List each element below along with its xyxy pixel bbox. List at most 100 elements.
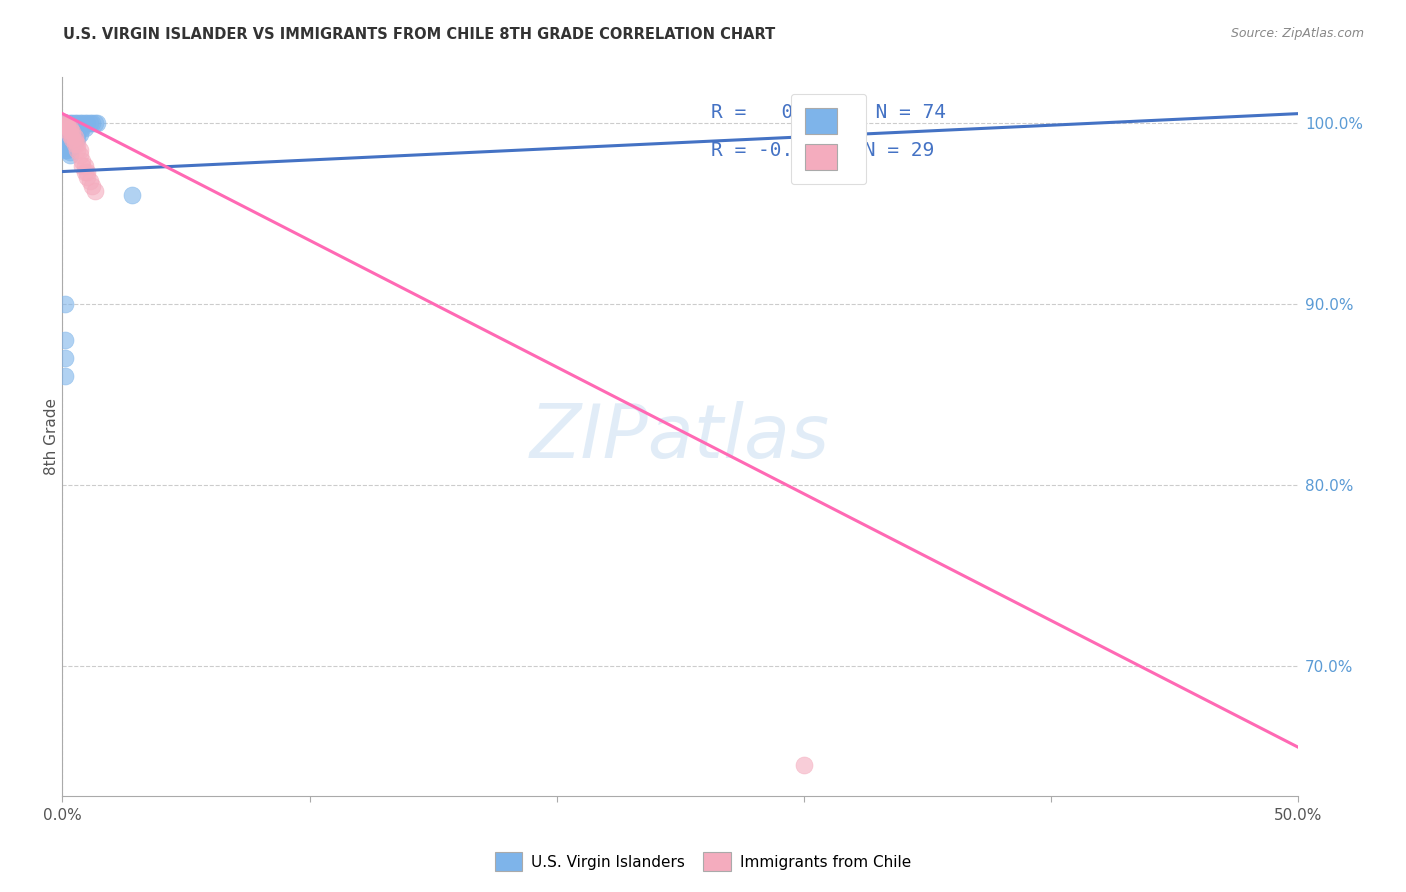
Point [60,132,83,146]
Point [79,173,101,187]
Point [53,128,76,143]
Point [53,296,76,310]
Point [53,118,76,132]
Point [53,139,76,153]
Point [69,148,91,162]
Point [63,120,86,134]
Legend: , : , [790,94,866,185]
Point [63,130,86,145]
Point [73,121,96,136]
Point [72,159,94,173]
Point [60,128,83,143]
Point [60,125,83,139]
Point [56,118,79,132]
Point [56,116,79,130]
Point [53,123,76,137]
Point [53,369,76,384]
Point [59,120,82,134]
Point [53,120,76,134]
Point [53,134,76,148]
Point [60,128,83,143]
Point [82,179,104,194]
Point [53,116,76,130]
Point [53,116,76,130]
Text: ZIPatlas: ZIPatlas [530,401,831,473]
Point [76,116,98,130]
Point [53,141,76,155]
Point [69,143,91,157]
Point [79,116,101,130]
Point [56,125,79,139]
Point [60,136,83,150]
Text: R = -0.800   N = 29: R = -0.800 N = 29 [711,141,935,160]
Point [76,169,98,184]
Point [59,137,82,152]
Point [73,159,96,173]
Point [53,120,76,134]
Y-axis label: 8th Grade: 8th Grade [44,398,59,475]
Point [59,123,82,137]
Point [63,130,86,145]
Point [59,127,82,141]
Point [53,351,76,365]
Point [53,116,76,130]
Point [69,121,91,136]
Legend: U.S. Virgin Islanders, Immigrants from Chile: U.S. Virgin Islanders, Immigrants from C… [488,847,918,877]
Point [66,132,89,146]
Point [53,137,76,152]
Point [60,116,83,130]
Point [60,139,83,153]
Point [59,123,82,137]
Point [59,128,82,143]
Point [63,125,86,139]
Point [53,132,76,146]
Point [56,123,79,137]
Point [60,120,83,134]
Point [56,120,79,134]
Point [56,120,79,134]
Point [63,134,86,148]
Point [66,127,89,141]
Point [83,116,105,130]
Point [76,164,98,178]
Point [56,136,79,150]
Point [73,116,96,130]
Point [53,116,76,130]
Point [56,121,79,136]
Point [59,121,82,136]
Point [69,127,91,141]
Point [86,116,108,130]
Point [53,116,76,130]
Point [53,130,76,145]
Point [59,116,82,130]
Point [56,143,79,157]
Point [72,121,94,136]
Point [63,137,86,152]
Point [60,132,83,146]
Point [53,127,76,141]
Point [56,128,79,143]
Point [59,130,82,145]
Point [56,118,79,132]
Point [121,188,143,202]
Text: Source: ZipAtlas.com: Source: ZipAtlas.com [1230,27,1364,40]
Text: R =   0.195   N = 74: R = 0.195 N = 74 [711,103,946,121]
Point [60,123,83,137]
Point [59,145,82,159]
Point [63,134,86,148]
Point [53,143,76,157]
Point [59,141,82,155]
Point [66,143,89,157]
Point [56,139,79,153]
Point [82,116,104,130]
Point [53,125,76,139]
Point [53,116,76,130]
Point [56,132,79,146]
Point [59,134,82,148]
Point [63,116,86,130]
Point [66,137,89,152]
Text: U.S. VIRGIN ISLANDER VS IMMIGRANTS FROM CHILE 8TH GRADE CORRELATION CHART: U.S. VIRGIN ISLANDER VS IMMIGRANTS FROM … [63,27,776,42]
Point [793,758,815,772]
Point [73,164,96,178]
Point [66,116,89,130]
